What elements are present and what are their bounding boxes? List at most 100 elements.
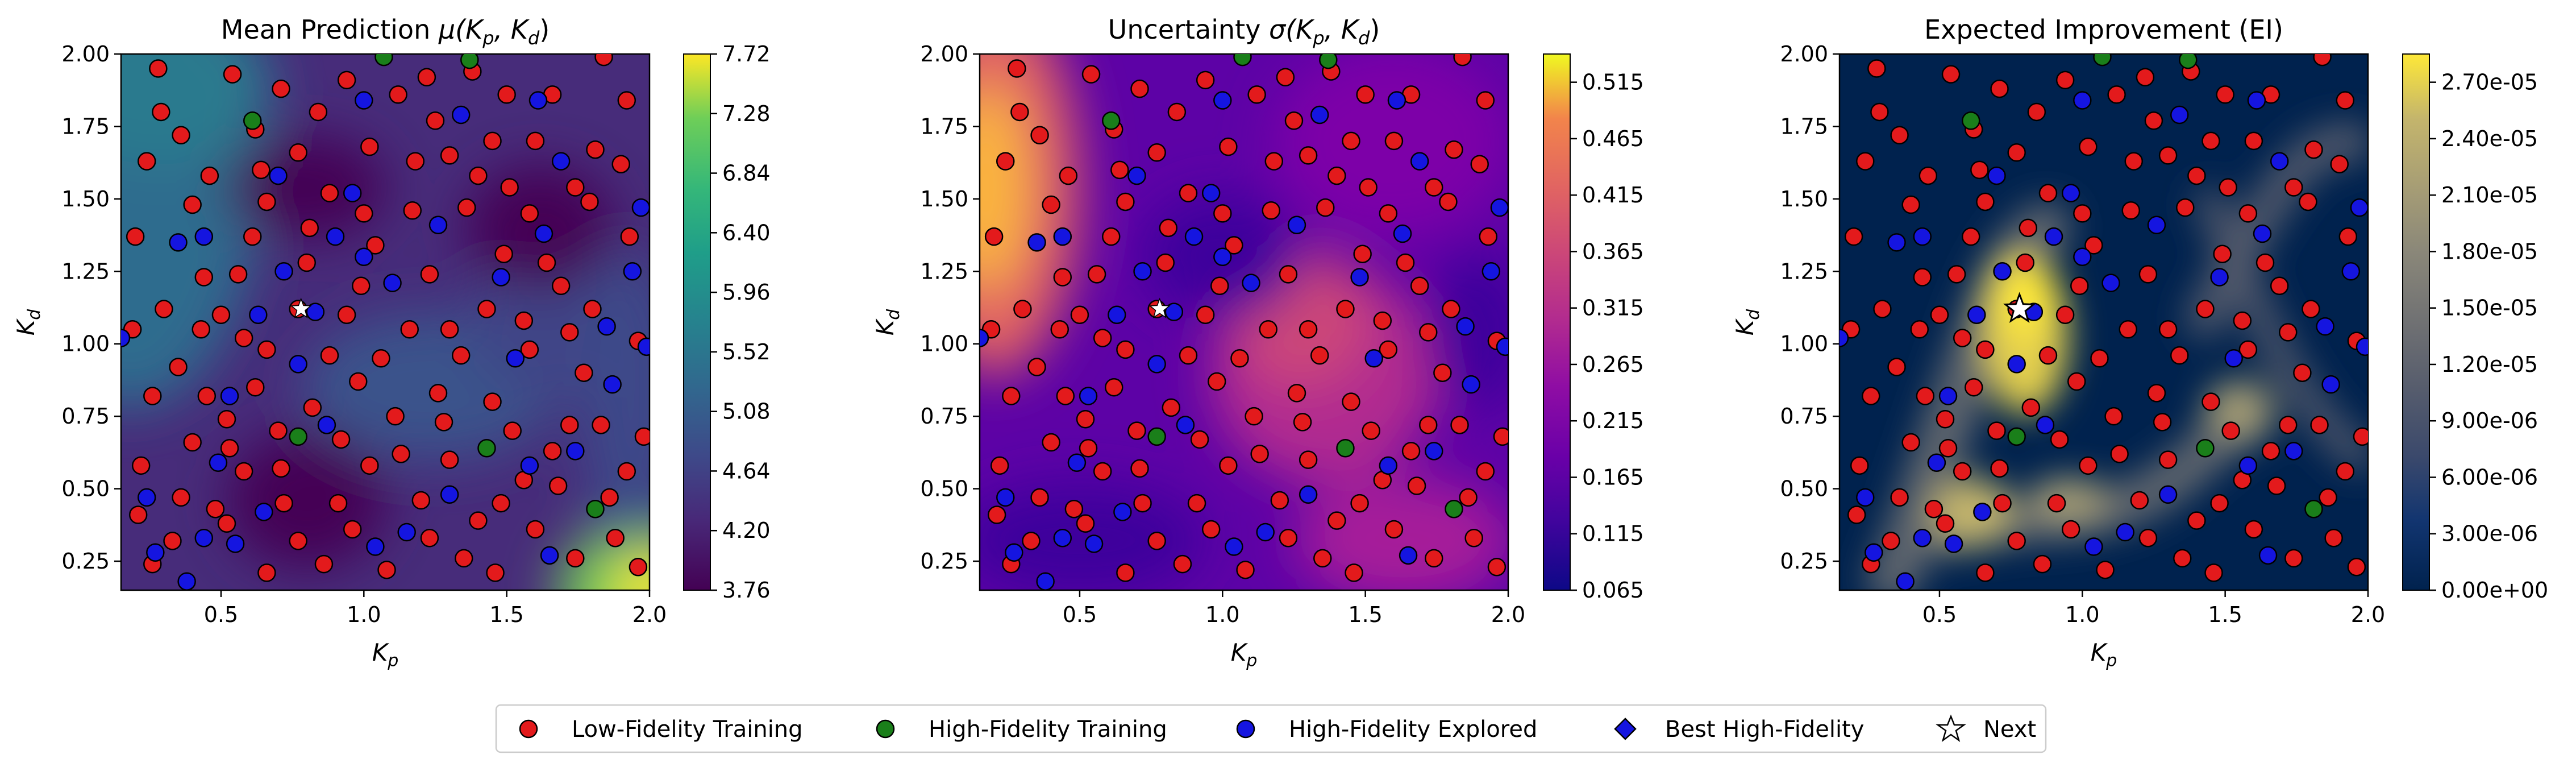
high-fidelity-explored-point — [209, 453, 228, 472]
high-fidelity-explored-point — [451, 105, 471, 125]
x-tick-label: 2.0 — [1491, 602, 1525, 627]
low-fidelity-point — [2096, 561, 2115, 579]
low-fidelity-point — [560, 323, 579, 342]
low-fidelity-point — [428, 384, 448, 403]
low-fidelity-point — [1042, 195, 1060, 214]
high-fidelity-training-point — [2093, 54, 2112, 67]
low-fidelity-point — [303, 398, 322, 417]
low-fidelity-point — [2187, 166, 2206, 185]
star-icon — [1936, 714, 1966, 743]
high-fidelity-training-point — [2304, 500, 2323, 519]
low-fidelity-point — [137, 152, 156, 171]
low-fidelity-point — [483, 131, 502, 151]
y-axis-label: Kd — [871, 309, 904, 336]
colorbar-tick-label: 0.165 — [1582, 465, 1644, 490]
low-fidelity-point — [1116, 563, 1135, 582]
heatmap-uncertainty — [980, 54, 1508, 590]
low-fidelity-point — [1487, 557, 1507, 577]
scatter-points — [980, 54, 1508, 590]
high-fidelity-explored-point — [603, 375, 622, 394]
y-tick-label: 1.25 — [920, 259, 968, 284]
high-fidelity-explored-point — [194, 227, 214, 246]
colorbar — [1543, 53, 1571, 591]
colorbar-tick-label: 6.00e-06 — [2441, 465, 2538, 490]
high-fidelity-explored-point — [2321, 375, 2340, 394]
low-fidelity-point — [606, 528, 625, 548]
high-fidelity-explored-point — [317, 416, 336, 434]
y-tick-label: 0.50 — [61, 476, 110, 501]
low-fidelity-point — [2173, 549, 2192, 568]
high-fidelity-explored-point — [2316, 317, 2334, 336]
low-fidelity-point — [289, 532, 307, 550]
low-fidelity-point — [1299, 146, 1318, 165]
low-fidelity-point — [1187, 494, 1206, 513]
x-tick-label: 2.0 — [2351, 602, 2385, 627]
colorbar-tick-label: 0.365 — [1582, 239, 1644, 264]
low-fidelity-point — [1293, 413, 1312, 432]
colorbar-tick-label: 0.515 — [1582, 70, 1644, 95]
y-tick-label: 1.00 — [920, 331, 968, 356]
low-fidelity-point — [2353, 427, 2368, 446]
low-fidelity-point — [420, 265, 439, 284]
y-tick-label: 2.00 — [61, 42, 110, 67]
low-fidelity-point — [2244, 131, 2263, 151]
high-fidelity-explored-point — [2247, 91, 2266, 110]
low-fidelity-point — [337, 71, 356, 90]
colorbar-tick-label: 0.115 — [1582, 521, 1644, 546]
low-fidelity-point — [1342, 131, 1360, 151]
low-fidelity-point — [2255, 253, 2275, 272]
high-fidelity-explored-point — [1393, 224, 1412, 243]
low-fidelity-point — [192, 320, 211, 339]
high-fidelity-explored-point — [274, 262, 293, 281]
low-fidelity-point — [348, 372, 368, 391]
low-fidelity-point — [1476, 462, 1495, 481]
x-tick-label: 1.0 — [347, 602, 381, 627]
low-fidelity-point — [1190, 430, 1209, 449]
low-fidelity-point — [2050, 430, 2069, 449]
y-tick-label: 0.75 — [1780, 404, 1828, 429]
high-fidelity-explored-point — [1379, 456, 1398, 475]
high-fidelity-explored-point — [1462, 375, 1480, 394]
low-fidelity-point — [1110, 160, 1129, 180]
low-fidelity-point — [1916, 387, 1935, 405]
low-fidelity-point — [200, 166, 219, 185]
high-fidelity-explored-point — [1147, 355, 1166, 374]
low-fidelity-point — [2136, 68, 2155, 87]
high-fidelity-explored-point — [528, 91, 548, 110]
low-fidelity-point — [272, 459, 290, 478]
low-fidelity-point — [520, 204, 539, 223]
y-tick-label: 1.25 — [1780, 259, 1828, 284]
colorbar-tick-label: 4.64 — [722, 458, 771, 483]
high-fidelity-explored-point — [1053, 227, 1072, 246]
low-fidelity-point — [2330, 155, 2349, 173]
low-fidelity-point — [1425, 549, 1443, 568]
low-fidelity-point — [1313, 549, 1332, 568]
low-fidelity-point — [1359, 178, 1378, 197]
low-fidelity-point — [454, 549, 473, 568]
colorbar-tick-label: 2.40e-05 — [2441, 126, 2538, 151]
low-fidelity-point — [1270, 491, 1289, 510]
high-fidelity-explored-point — [1481, 262, 1501, 281]
high-fidelity-explored-point — [2170, 105, 2189, 125]
high-fidelity-explored-point — [492, 268, 510, 287]
low-fidelity-point — [1299, 450, 1318, 469]
low-fidelity-point — [360, 137, 379, 156]
low-fidelity-point — [611, 155, 630, 173]
next-point-star — [2003, 292, 2036, 324]
low-fidelity-point — [1930, 305, 1949, 325]
low-fidelity-point — [1882, 532, 1900, 550]
high-fidelity-training-point — [1101, 111, 1121, 130]
high-fidelity-explored-point — [383, 273, 402, 292]
high-fidelity-explored-point — [1496, 337, 1508, 356]
heatmap-ei — [1840, 54, 2368, 590]
high-fidelity-explored-point — [551, 152, 571, 171]
y-tick-label: 0.50 — [920, 476, 968, 501]
low-fidelity-point — [500, 178, 519, 197]
low-fidelity-point — [320, 184, 339, 202]
low-fidelity-point — [343, 520, 362, 539]
low-fidelity-point — [1345, 563, 1363, 582]
low-fidelity-point — [1493, 427, 1508, 446]
x-tick-label: 1.5 — [2208, 602, 2242, 627]
high-fidelity-explored-point — [566, 442, 585, 461]
